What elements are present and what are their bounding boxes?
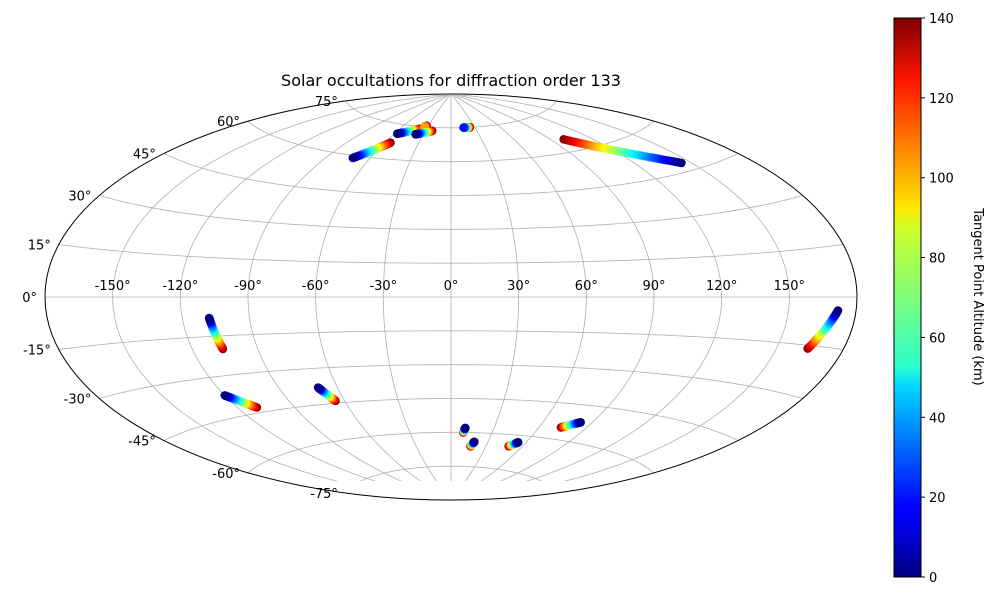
colorbar-tick-label: 0	[929, 571, 937, 586]
occultation-point	[313, 383, 323, 392]
map-boundary	[44, 93, 858, 501]
colorbar-tick-label: 140	[929, 12, 954, 27]
occultation-point	[513, 438, 523, 447]
occultation-point	[470, 437, 479, 447]
occultation-points	[204, 121, 843, 451]
longitude-tick-label: -30°	[369, 279, 397, 294]
latitude-tick-label: 15°	[28, 238, 51, 253]
longitude-tick-label: 30°	[507, 279, 530, 294]
longitude-tick-label: 90°	[642, 279, 665, 294]
latitude-tick-label: -45°	[128, 435, 156, 450]
latitude-tick-label: -75°	[310, 487, 338, 502]
latitude-tick-label: -15°	[23, 344, 51, 359]
parallel-line	[247, 431, 655, 474]
occultation-point	[576, 418, 585, 427]
occultation-point	[461, 423, 470, 433]
longitude-tick-label: 120°	[706, 279, 737, 294]
occultation-point	[393, 129, 402, 138]
colorbar-ticks: 0 20 40 60 80 100 120 140	[921, 12, 954, 586]
occultation-point	[833, 306, 843, 315]
parallel-line	[359, 465, 543, 481]
parallel-line	[99, 364, 803, 399]
occultation-point	[411, 130, 420, 139]
colorbar-tick-label: 40	[929, 411, 946, 426]
latitude-tick-label: 75°	[315, 95, 338, 110]
longitude-tick-label: 60°	[575, 279, 598, 294]
parallel-line	[58, 330, 844, 350]
longitude-tick-labels: -150° -120° -90° -60° -30° 0° 30° 60° 90° 120° 150…	[95, 279, 805, 294]
longitude-tick-label: -60°	[302, 279, 330, 294]
occultation-point	[220, 391, 230, 400]
parallel-line	[99, 195, 803, 230]
latitude-tick-label: -30°	[64, 393, 92, 408]
latitude-tick-label: 30°	[68, 190, 91, 205]
occultation-point	[348, 153, 358, 163]
colorbar-tick-label: 120	[929, 92, 954, 107]
parallel-line	[345, 100, 557, 129]
occultation-point	[204, 313, 214, 323]
parallel-line	[163, 153, 739, 196]
longitude-tick-label: -90°	[234, 279, 262, 294]
parallel-line	[163, 398, 739, 441]
longitude-tick-label: -150°	[95, 279, 131, 294]
latitude-tick-label: 60°	[217, 115, 240, 130]
latitude-tick-label: -60°	[212, 467, 240, 482]
colorbar-tick-label: 100	[929, 172, 954, 187]
latitude-tick-labels: 75° 60° 45° 30° 15° 0° -15° -30° -45° -60° -75°	[22, 95, 338, 502]
colorbar-tick-label: 20	[929, 491, 946, 506]
latitude-tick-label: 0°	[22, 291, 37, 306]
colorbar-tick-label: 80	[929, 252, 946, 267]
colorbar-tick-label: 60	[929, 331, 946, 346]
occultation-point	[459, 123, 468, 132]
longitude-tick-label: -120°	[162, 279, 198, 294]
longitude-tick-label: 150°	[774, 279, 805, 294]
longitude-tick-label: 0°	[444, 279, 459, 294]
graticule	[45, 95, 857, 481]
colorbar-label: Tangent Point Altitude (km)	[970, 207, 985, 385]
occultation-point	[677, 158, 686, 168]
parallel-line	[58, 244, 844, 264]
latitude-tick-label: 45°	[133, 147, 156, 162]
colorbar	[893, 17, 922, 578]
chart-title: Solar occultations for diffraction order…	[281, 71, 621, 90]
